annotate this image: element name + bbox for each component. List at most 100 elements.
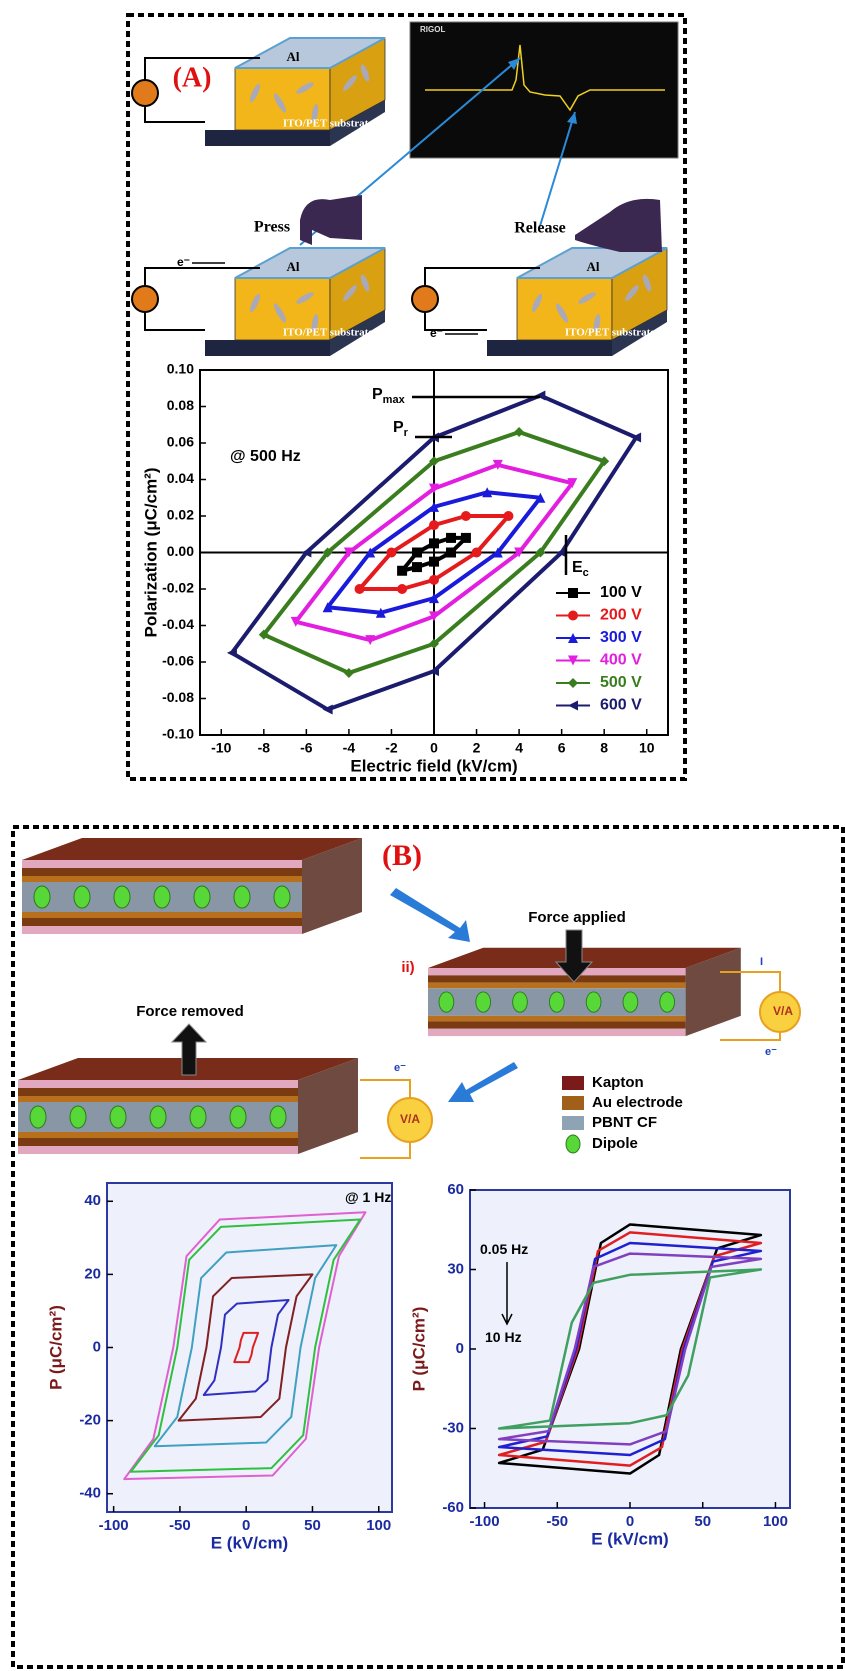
x-tick-label: -8 — [258, 740, 271, 756]
current-label: I — [760, 956, 763, 968]
device — [487, 248, 667, 356]
y-tick-label: 0 — [93, 1338, 101, 1355]
annotation: @ 1 Hz — [345, 1189, 391, 1205]
legend-label: 200 V — [600, 607, 642, 624]
y-tick-label: -20 — [79, 1412, 101, 1429]
x-tick-label: -50 — [546, 1513, 568, 1530]
legend-swatch — [566, 1135, 580, 1153]
y-tick-label: 20 — [84, 1265, 101, 1282]
scope-brand: RIGOL — [420, 25, 445, 34]
substrate-label: ITO/PET substrate — [283, 327, 373, 339]
x-tick-label: 2 — [473, 740, 481, 756]
data-point — [446, 533, 456, 543]
legend-label: 100 V — [600, 584, 642, 601]
data-point — [397, 584, 407, 594]
y-tick-label: 0.04 — [167, 470, 194, 486]
panel-b-schematic: (B) Force applied Force removed ii) V/A … — [18, 838, 800, 1158]
x-tick-label: 0 — [430, 740, 438, 756]
data-point — [412, 548, 422, 558]
x-tick-label: -2 — [385, 740, 398, 756]
meter — [132, 286, 158, 312]
step-label: ii) — [401, 959, 414, 976]
x-tick-label: -100 — [99, 1517, 129, 1534]
y-tick-label: -30 — [442, 1419, 464, 1436]
slab — [22, 838, 362, 934]
layer-label: Al — [287, 259, 300, 274]
panel-a-schematic: Al Al Al ITO/PET substrate ITO/PET subst… — [132, 22, 678, 356]
y-tick-label: -0.10 — [162, 726, 194, 742]
x-tick-label: 50 — [304, 1517, 321, 1534]
y-axis-title: P (μC/cm²) — [46, 1305, 65, 1390]
annotation-text: P — [372, 386, 383, 403]
x-tick-label: -4 — [343, 740, 356, 756]
annotation: 10 Hz — [485, 1329, 522, 1345]
x-tick-label: -10 — [211, 740, 231, 756]
y-tick-label: 0.00 — [167, 543, 194, 559]
x-tick-label: 100 — [366, 1517, 391, 1534]
data-point — [472, 548, 482, 558]
data-point — [429, 520, 439, 530]
process-arrow — [390, 888, 470, 942]
x-tick-label: -50 — [169, 1517, 191, 1534]
annotation-text: @ 1 Hz — [345, 1189, 391, 1205]
finger — [300, 195, 362, 245]
annotation-text: @ 500 Hz — [230, 448, 301, 465]
x-tick-label: 0 — [626, 1513, 634, 1530]
annotation: @ 500 Hz — [230, 448, 301, 465]
data-point — [461, 533, 471, 543]
y-tick-label: -40 — [79, 1485, 101, 1502]
electron-label: e⁻ — [177, 255, 190, 269]
panel-label: (A) — [173, 62, 212, 93]
data-point — [446, 548, 456, 558]
x-tick-label: 4 — [515, 740, 523, 756]
slab — [428, 948, 741, 1036]
legend-swatch — [562, 1076, 584, 1090]
x-tick-label: 50 — [694, 1513, 711, 1530]
annotation: 0.05 Hz — [480, 1241, 528, 1257]
process-arrow — [448, 1062, 518, 1102]
y-tick-label: 0.06 — [167, 434, 194, 450]
legend-label: Kapton — [592, 1074, 644, 1091]
annotation-text: E — [572, 559, 583, 576]
y-tick-label: 0.02 — [167, 507, 194, 523]
data-point — [397, 566, 407, 576]
data-point — [429, 557, 439, 567]
substrate-label: ITO/PET substrate — [283, 118, 373, 130]
page: Al Al Al ITO/PET substrate ITO/PET subst… — [0, 0, 845, 1671]
source — [132, 80, 158, 106]
y-tick-label: 30 — [447, 1260, 464, 1277]
x-axis-title: E (kV/cm) — [591, 1529, 668, 1548]
annotation-sub: r — [404, 427, 409, 439]
electron-label: e⁻ — [394, 1062, 406, 1074]
annotation-text: P — [393, 419, 404, 436]
y-tick-label: 0 — [456, 1340, 464, 1357]
x-tick-label: 6 — [558, 740, 566, 756]
release-label: Release — [514, 220, 566, 237]
figure: Al Al Al ITO/PET substrate ITO/PET subst… — [0, 0, 845, 1671]
electron-label: e⁻ — [430, 326, 443, 340]
y-tick-label: -0.08 — [162, 689, 194, 705]
y-axis-title: P (μC/cm²) — [409, 1307, 428, 1392]
press-label: Press — [254, 219, 290, 236]
force-removed-label: Force removed — [136, 1003, 244, 1020]
legend-label: Dipole — [592, 1135, 638, 1152]
data-point — [429, 575, 439, 585]
legend-label: 600 V — [600, 697, 642, 714]
y-tick-label: 0.10 — [167, 361, 194, 377]
data-point — [429, 538, 439, 548]
legend-marker — [568, 588, 578, 598]
legend-label: 400 V — [600, 652, 642, 669]
data-point — [355, 584, 365, 594]
y-tick-label: -0.02 — [162, 580, 194, 596]
data-point — [386, 548, 396, 558]
legend-label: 500 V — [600, 674, 642, 691]
x-tick-label: 8 — [600, 740, 608, 756]
annotation-text: 10 Hz — [485, 1329, 522, 1345]
annotation-sub: max — [383, 394, 406, 406]
y-axis-title: Polarization (μC/cm²) — [141, 467, 160, 637]
force-applied-label: Force applied — [528, 909, 626, 926]
meter-label: V/A — [400, 1112, 420, 1126]
legend-swatch — [562, 1096, 584, 1110]
legend-swatch — [562, 1116, 584, 1130]
data-point — [503, 511, 513, 521]
